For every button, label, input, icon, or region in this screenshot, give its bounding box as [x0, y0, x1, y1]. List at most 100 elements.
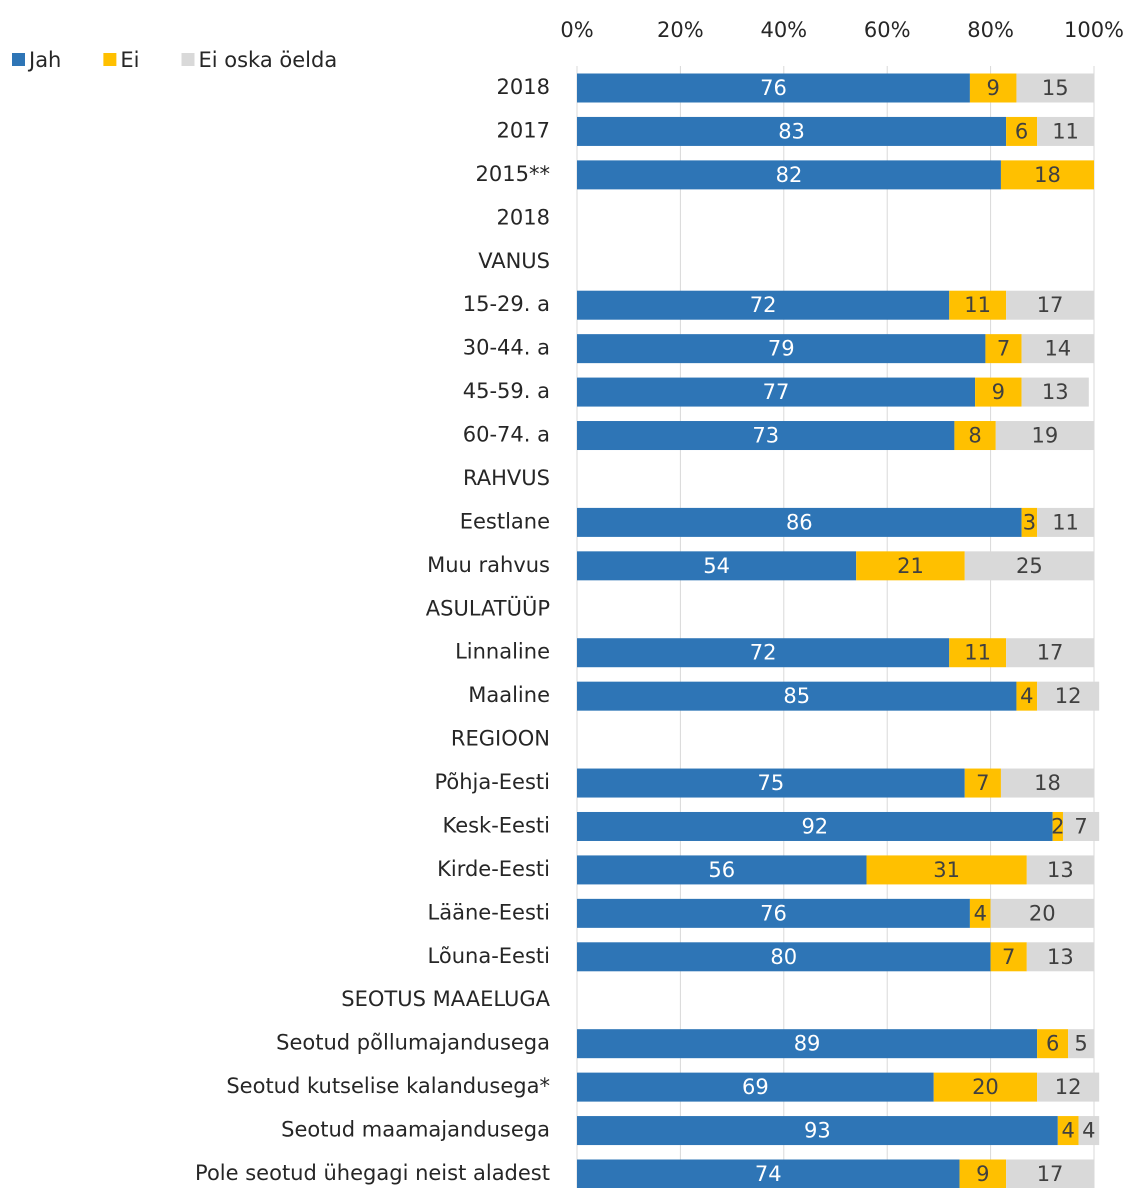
bar-segment — [577, 377, 976, 407]
data-label: 14 — [1044, 337, 1071, 361]
x-tick-label: 40% — [760, 18, 807, 42]
data-label: 74 — [755, 1162, 782, 1186]
bar-segment — [990, 898, 1094, 928]
data-label: 9 — [986, 76, 999, 100]
bar-segment — [577, 1029, 1038, 1059]
data-label: 15 — [1042, 76, 1069, 100]
data-label: 7 — [1002, 945, 1015, 969]
bar-segment — [577, 421, 955, 451]
data-label: 54 — [703, 554, 730, 578]
data-label: 17 — [1037, 641, 1064, 665]
bar-segment — [1006, 1159, 1094, 1188]
x-tick-label: 0% — [560, 18, 593, 42]
bar-segment — [577, 73, 970, 103]
bar-segment — [1062, 811, 1100, 841]
data-label: 2 — [1051, 814, 1064, 838]
y-tick-label: RAHVUS — [463, 466, 550, 490]
data-label: 7 — [976, 771, 989, 795]
bar-segment — [1052, 811, 1063, 841]
bar-segment — [954, 421, 996, 451]
y-tick-label: Põhja-Eesti — [434, 770, 550, 794]
bar-segment — [1078, 1116, 1100, 1146]
data-label: 80 — [770, 945, 797, 969]
data-label: 18 — [1034, 163, 1061, 187]
data-label: 6 — [1015, 119, 1028, 143]
bar-segment — [577, 811, 1053, 841]
data-label: 11 — [964, 293, 991, 317]
bar-segment — [1000, 160, 1094, 190]
data-label: 93 — [804, 1119, 831, 1143]
legend-swatch — [103, 53, 117, 66]
bar-segment — [1037, 116, 1094, 146]
data-label: 21 — [897, 554, 924, 578]
data-label: 92 — [801, 814, 828, 838]
y-tick-label: 2018 — [497, 75, 550, 99]
data-label: 13 — [1047, 945, 1074, 969]
x-tick-label: 20% — [657, 18, 704, 42]
bar-segment — [975, 377, 1022, 407]
legend-label: Jah — [27, 48, 61, 72]
bar-segment — [577, 1159, 960, 1188]
bar-segment — [577, 334, 986, 364]
y-tick-label: REGIOON — [451, 727, 550, 751]
bar-segment — [577, 638, 950, 668]
data-label: 8 — [968, 424, 981, 448]
y-tick-label: 2018 — [497, 205, 550, 229]
x-tick-label: 60% — [864, 18, 911, 42]
data-label: 7 — [1074, 814, 1087, 838]
data-label: 86 — [786, 510, 813, 534]
data-label: 11 — [1052, 119, 1079, 143]
y-tick-label: 2015** — [476, 162, 550, 186]
bar-segment — [1016, 681, 1038, 711]
legend-label: Ei — [120, 48, 139, 72]
bar-segment — [959, 1159, 1007, 1188]
bar-segment — [969, 73, 1017, 103]
data-label: 11 — [1052, 510, 1079, 534]
data-label: 72 — [750, 641, 777, 665]
y-tick-label: 60-74. a — [463, 423, 550, 447]
data-label: 25 — [1016, 554, 1043, 578]
bar-segment — [949, 638, 1007, 668]
data-label: 83 — [778, 119, 805, 143]
data-label: 76 — [760, 901, 787, 925]
data-label: 12 — [1055, 1075, 1082, 1099]
data-label: 9 — [992, 380, 1005, 404]
x-tick-label: 80% — [967, 18, 1014, 42]
bar-segment — [995, 421, 1094, 451]
bar-segment — [1057, 1116, 1079, 1146]
bar-segment — [577, 290, 950, 320]
data-label: 9 — [976, 1162, 989, 1186]
data-label: 72 — [750, 293, 777, 317]
data-label: 4 — [974, 901, 987, 925]
y-tick-label: Lääne-Eesti — [428, 900, 550, 924]
bar-segment — [1026, 855, 1094, 885]
data-label: 5 — [1074, 1032, 1087, 1056]
bar-segment — [1037, 507, 1094, 537]
data-label: 4 — [1082, 1119, 1095, 1143]
bar-segment — [1026, 942, 1094, 972]
bar-segment — [856, 551, 965, 581]
data-label: 19 — [1032, 424, 1059, 448]
bar-segment — [1037, 681, 1100, 711]
y-tick-label: Seotud maamajandusega — [281, 1118, 550, 1142]
bar-segment — [1016, 73, 1094, 103]
data-label: 17 — [1037, 293, 1064, 317]
bar-segment — [577, 681, 1017, 711]
data-label: 17 — [1037, 1162, 1064, 1186]
data-label: 3 — [1023, 510, 1036, 534]
data-label: 20 — [972, 1075, 999, 1099]
bar-segment — [577, 898, 970, 928]
data-label: 7 — [997, 337, 1010, 361]
data-label: 76 — [760, 76, 787, 100]
bar-segment — [577, 160, 1001, 190]
data-label: 20 — [1029, 901, 1056, 925]
bar-segment — [969, 898, 991, 928]
y-tick-label: Muu rahvus — [427, 553, 550, 577]
legend-swatch — [12, 53, 25, 66]
bar-segment — [949, 290, 1007, 320]
bar-segment — [1021, 377, 1089, 407]
bar-segment — [577, 768, 965, 798]
bar-segment — [577, 855, 867, 885]
bar-segment — [577, 507, 1022, 537]
